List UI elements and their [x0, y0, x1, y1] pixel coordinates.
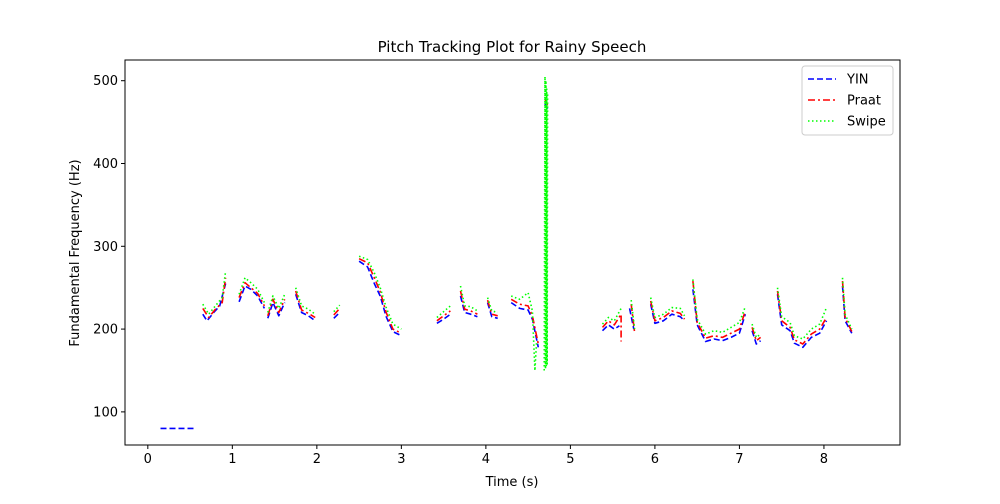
x-axis: 0 1 2 3 4 5 6 7 8: [144, 445, 828, 467]
series-line-yin: [333, 311, 341, 319]
series-line-praat: [601, 313, 622, 342]
series-line-praat: [841, 281, 853, 332]
legend-label: Swipe: [847, 115, 886, 130]
series-line-praat: [776, 290, 828, 345]
series-line-yin: [436, 313, 451, 324]
series-line-praat: [358, 257, 402, 334]
series-line-swipe: [238, 276, 266, 303]
plot-frame: [124, 59, 901, 446]
series-line-praat: [202, 277, 227, 319]
series-line-yin: [601, 324, 620, 332]
series-swipe: [202, 75, 853, 372]
series-line-yin: [692, 289, 747, 343]
series-line-praat: [486, 299, 498, 317]
series-line-swipe: [601, 308, 622, 325]
series-line-swipe: [841, 277, 853, 330]
y-tick-label: 100: [93, 405, 118, 420]
series-line-swipe: [358, 255, 402, 330]
series-line-yin: [294, 294, 316, 322]
series-line-praat: [459, 290, 478, 315]
series-line-praat: [510, 298, 540, 345]
series-line-yin: [841, 285, 853, 334]
x-tick-label: 7: [735, 452, 743, 467]
series-line-swipe: [692, 279, 747, 335]
series-line-swipe: [751, 323, 762, 339]
series-line-praat: [692, 281, 747, 340]
y-axis-label: Fundamental Frequency (Hz): [68, 159, 83, 346]
series-yin: [160, 103, 853, 430]
x-tick-label: 8: [820, 452, 828, 467]
x-tick-label: 5: [566, 452, 574, 467]
y-tick-label: 300: [93, 240, 118, 255]
x-tick-label: 4: [482, 452, 490, 467]
y-tick-label: 200: [93, 323, 118, 338]
series-line-yin: [459, 295, 478, 318]
series-line-praat: [751, 327, 762, 342]
series-line-yin: [751, 330, 762, 345]
series-line-swipe: [267, 293, 286, 313]
series-line-swipe: [486, 297, 498, 314]
series-line-yin: [628, 308, 635, 330]
series-line-swipe: [630, 300, 636, 330]
legend-box: [801, 65, 894, 136]
series-line-swipe: [543, 75, 549, 371]
series-line-praat: [238, 281, 266, 307]
chart-title: Pitch Tracking Plot for Rainy Speech: [378, 38, 647, 56]
series-line-yin: [776, 294, 828, 349]
series-line-yin: [267, 301, 286, 319]
x-tick-label: 0: [144, 452, 152, 467]
y-tick-label: 500: [93, 74, 118, 89]
series-line-yin: [358, 260, 402, 337]
y-axis: 100 200 300 400 500: [93, 74, 125, 420]
series-line-swipe: [436, 305, 451, 319]
series-line-yin: [486, 302, 498, 320]
x-tick-label: 6: [651, 452, 659, 467]
legend: YIN Praat Swipe: [801, 65, 894, 136]
series-line-swipe: [333, 304, 341, 313]
series-layer: [160, 75, 853, 430]
series-line-yin: [238, 285, 266, 309]
x-tick-label: 2: [313, 452, 321, 467]
series-line-praat: [333, 307, 341, 316]
legend-label: Praat: [847, 94, 881, 109]
x-tick-label: 1: [228, 452, 236, 467]
series-line-praat: [436, 310, 451, 322]
series-line-yin: [649, 304, 686, 325]
x-tick-label: 3: [397, 452, 405, 467]
legend-label: YIN: [846, 73, 869, 88]
series-line-swipe: [510, 291, 538, 372]
y-tick-label: 400: [93, 157, 118, 172]
x-axis-label: Time (s): [485, 475, 539, 490]
series-line-swipe: [649, 297, 686, 319]
series-line-swipe: [776, 287, 828, 340]
series-line-yin: [510, 301, 540, 348]
series-line-praat: [294, 290, 316, 319]
series-praat: [202, 98, 853, 345]
series-line-swipe: [202, 270, 227, 316]
